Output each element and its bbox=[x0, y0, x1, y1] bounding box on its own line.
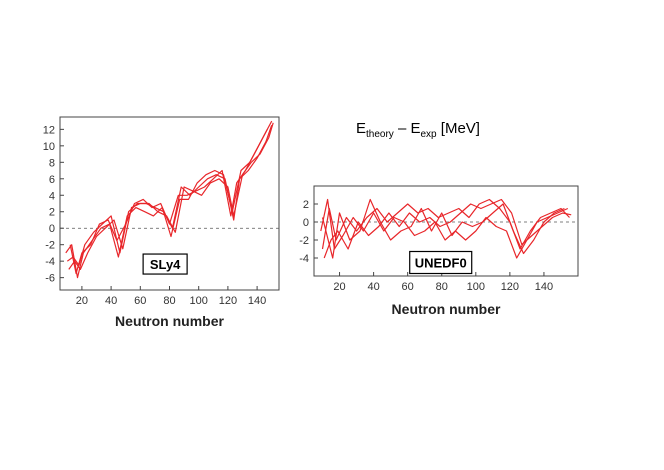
chart-sly4: -6 -4 -2 0 2 4 6 8 10 12 20 40 60 80 100 120 140 SLy4 Neut… bbox=[43, 116, 280, 329]
x-tick-label: 40 bbox=[367, 281, 379, 293]
x-tick-label: 40 bbox=[105, 295, 117, 307]
legend-label: SLy4 bbox=[150, 257, 181, 272]
x-axis-label: Neutron number bbox=[392, 301, 501, 317]
y-tick-label: 2 bbox=[49, 207, 55, 219]
y-tick-label: 10 bbox=[43, 141, 55, 153]
chart-suptitle: Etheory – Eexp [MeV] bbox=[356, 120, 480, 140]
x-axis-label: Neutron number bbox=[115, 313, 224, 329]
y-tick-label: -6 bbox=[45, 273, 55, 285]
y-tick-label: 0 bbox=[49, 223, 55, 235]
legend-label: UNEDF0 bbox=[415, 256, 467, 271]
legend-box bbox=[142, 253, 188, 275]
x-tick-label: 120 bbox=[219, 295, 237, 307]
y-tick-label: 4 bbox=[49, 190, 55, 202]
y-tick-label: 12 bbox=[43, 124, 55, 136]
x-tick-label: 140 bbox=[248, 295, 266, 307]
legend-box bbox=[409, 250, 473, 275]
series-line-s4 bbox=[69, 120, 273, 275]
series-line-s2 bbox=[68, 122, 274, 270]
y-tick-label: -4 bbox=[299, 253, 309, 265]
series-line-u1 bbox=[321, 198, 570, 250]
series-line-u3 bbox=[323, 198, 572, 259]
y-tick-label: 2 bbox=[303, 199, 309, 211]
x-tick-label: 20 bbox=[333, 281, 345, 293]
y-tick-label: 8 bbox=[49, 157, 55, 169]
x-tick-label: 140 bbox=[535, 281, 553, 293]
x-tick-label: 60 bbox=[402, 281, 414, 293]
x-tick-label: 20 bbox=[76, 295, 88, 307]
x-tick-label: 100 bbox=[467, 281, 485, 293]
x-tick-label: 60 bbox=[134, 295, 146, 307]
x-tick-label: 120 bbox=[501, 281, 519, 293]
x-tick-label: 80 bbox=[163, 295, 175, 307]
series-line-u2 bbox=[320, 198, 569, 259]
series-line-u4 bbox=[321, 198, 565, 259]
y-tick-label: 0 bbox=[303, 217, 309, 229]
x-tick-label: 80 bbox=[436, 281, 448, 293]
y-tick-label: 6 bbox=[49, 174, 55, 186]
x-tick-label: 100 bbox=[190, 295, 208, 307]
y-tick-label: -4 bbox=[45, 256, 55, 268]
chart-unedf0: -4 -2 0 2 20 40 60 80 100 120 140 UNEDF0 Neutron num… bbox=[299, 185, 579, 317]
y-tick-label: -2 bbox=[45, 240, 55, 252]
y-tick-label: -2 bbox=[299, 235, 309, 247]
